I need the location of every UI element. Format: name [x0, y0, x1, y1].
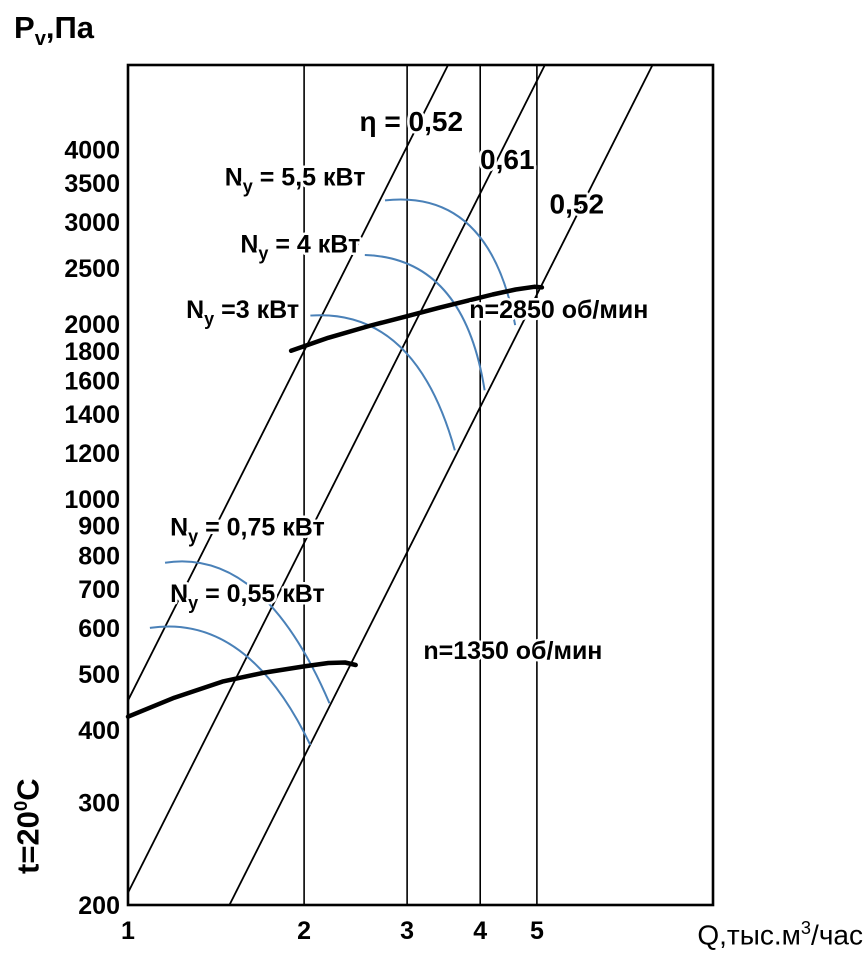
temperature-condition-main: t=20	[10, 811, 46, 874]
y-tick-label-4000: 4000	[64, 136, 120, 164]
pressure-axis-title-main: P	[14, 10, 35, 45]
y-tick-label-900: 900	[78, 513, 120, 541]
fan-curve-label-1: n=1350 об/мин	[423, 637, 602, 665]
temperature-condition-unit: C	[10, 778, 46, 801]
power-label-2: Ny =3 кВт	[186, 296, 299, 329]
efficiency-label-0: η = 0,52	[360, 106, 464, 137]
power-label-4: Ny = 0,55 кВт	[170, 580, 325, 613]
efficiency-label-1: 0,61	[480, 144, 535, 175]
y-tick-label-1000: 1000	[64, 486, 120, 514]
y-tick-label-2000: 2000	[64, 311, 120, 339]
y-tick-label-400: 400	[78, 717, 120, 745]
power-arc-0	[384, 198, 517, 326]
fan-curve-1	[125, 660, 358, 719]
y-tick-label-2500: 2500	[64, 255, 120, 283]
fan-curve-label-0: n=2850 об/мин	[469, 296, 648, 324]
y-tick-label-600: 600	[78, 615, 120, 643]
flow-axis-title-unit: /час	[811, 919, 863, 951]
efficiency-line-2	[228, 64, 654, 906]
flow-axis-title: Q,тыс.м3/час	[697, 918, 863, 951]
plot-frame	[126, 63, 715, 907]
pressure-axis-title: Pv,Па	[14, 10, 94, 51]
x-tick-label-2: 2	[297, 917, 311, 945]
y-tick-label-700: 700	[78, 576, 120, 604]
x-tick-label-5: 5	[530, 917, 544, 945]
power-label-1: Ny = 4 кВт	[240, 230, 360, 263]
y-tick-label-200: 200	[78, 892, 120, 920]
power-label-0: Ny = 5,5 кВт	[225, 163, 366, 196]
power-arc-2	[310, 314, 456, 451]
power-arc-1	[364, 253, 486, 391]
x-tick-label-4: 4	[473, 917, 487, 945]
temperature-condition-label: t=200C	[10, 778, 46, 874]
flow-axis-title-sup: 3	[800, 918, 812, 938]
x-tick-label-1: 1	[121, 917, 135, 945]
y-tick-label-1200: 1200	[64, 440, 120, 468]
fan-curve-0	[288, 284, 545, 354]
y-tick-label-1400: 1400	[64, 401, 120, 429]
y-tick-label-3000: 3000	[64, 209, 120, 237]
pressure-axis-title-unit: ,Па	[45, 10, 95, 45]
power-label-3: Ny = 0,75 кВт	[170, 514, 325, 547]
y-tick-label-1600: 1600	[64, 368, 120, 396]
x-tick-label-3: 3	[400, 917, 414, 945]
efficiency-line-0	[127, 64, 449, 701]
flow-axis-title-main: Q,тыс.м	[697, 919, 801, 951]
y-tick-label-300: 300	[78, 790, 120, 818]
temperature-condition-sup: 0	[10, 800, 31, 812]
power-arc-4	[149, 625, 312, 746]
y-tick-label-500: 500	[78, 661, 120, 689]
y-tick-label-3500: 3500	[64, 170, 120, 198]
efficiency-label-2: 0,52	[550, 189, 605, 220]
y-tick-label-1800: 1800	[64, 338, 120, 366]
pressure-axis-title-sub: v	[34, 28, 46, 51]
efficiency-line-1	[127, 64, 546, 894]
y-tick-label-800: 800	[78, 542, 120, 570]
